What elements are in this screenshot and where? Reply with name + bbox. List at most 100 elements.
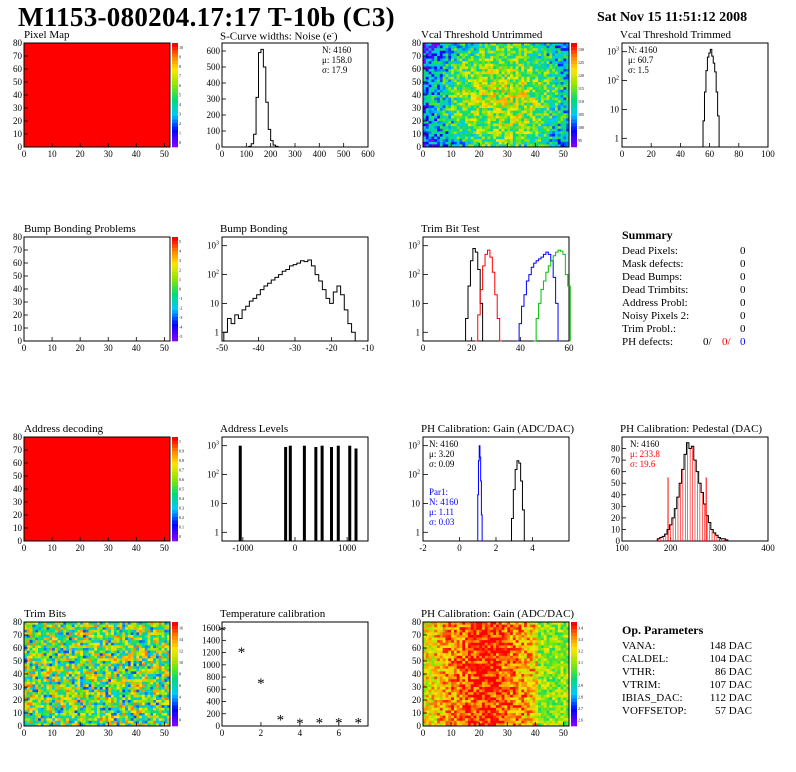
scurve-title-text: S-Curve widths: Noise (e [220, 30, 332, 43]
summary-title: Summary [622, 228, 673, 242]
vcal-trimmed-xtick-label: 40 [676, 149, 686, 159]
ph-defects-label: PH defects: [622, 336, 674, 348]
vcal-trimmed-stat: μ: 60.7 [628, 55, 654, 65]
ph-gain-map-palette-label: 2.7 [578, 706, 583, 711]
bump-problems-ytick-label: 50 [13, 271, 23, 281]
ph-pedestal-ytick-label: 50 [611, 478, 621, 488]
op-param-label: IBIAS_DAC: [622, 692, 683, 704]
temperature-calibration-ytick-label: 800 [207, 672, 221, 682]
bump-problems-ytick-label: 10 [13, 323, 23, 333]
address-levels-bar [354, 448, 358, 541]
trim-bit-test-series-3 [533, 249, 571, 342]
address-decoding-ytick-label: 60 [13, 458, 23, 468]
vcal-untrimmed-xtick-label: 0 [421, 149, 426, 159]
address-decoding-ytick-label: 30 [13, 497, 23, 507]
trim-bit-test-series-0 [463, 247, 486, 342]
ph-gain-map-xtick-label: 20 [475, 728, 485, 738]
vcal-trimmed-title: Vcal Threshold Trimmed [620, 29, 731, 41]
ph-gain-stat: σ: 0.03 [429, 517, 455, 527]
address-levels-ytick-label: 1 [215, 527, 220, 537]
temperature-calibration-ytick-label: 1600 [202, 623, 221, 633]
ph-gain-map-palette-label: 2.9 [578, 683, 583, 688]
ph-gain-map-palette: 3.4 3.3 3.2 3.1 3 2.9 2.8 2.7 2.6 [571, 622, 583, 727]
address-levels-chart: -1000 0 1000 1 10 102 103 [207, 436, 369, 553]
ph-pedestal-ytick-label: 10 [611, 524, 621, 534]
trim-bits-ytick-label: 30 [13, 682, 23, 692]
pixel-map-palette-label: 8 [179, 64, 181, 69]
address-decoding-title: Address decoding [24, 423, 103, 435]
scurve-hist [246, 48, 281, 148]
trim-bit-test-series-1 [475, 249, 503, 342]
vcal-trimmed-ytick-label: 1 [615, 133, 620, 143]
ph-gain-map-ytick-label: 50 [412, 656, 422, 666]
address-levels-bar [336, 445, 340, 541]
pixel-map-palette-label: 6 [179, 83, 181, 88]
vcal-untrimmed-ytick-label: 60 [412, 64, 422, 74]
temperature-calibration-xtick-label: 4 [298, 728, 303, 738]
trim-bits-palette-label: 4 [179, 695, 181, 700]
address-levels-ytick-label: 10 [210, 498, 220, 508]
ph-pedestal-title-text: PH Calibration: Pedestal (DAC) [620, 423, 763, 435]
trim-bit-test-chart: 0 20 40 60 1 10 102 103 [408, 236, 574, 353]
address-decoding-palette-label: 1 [179, 439, 181, 444]
pixel-map-fill [24, 43, 170, 147]
trim-bit-test-title-text: Trim Bit Test [421, 223, 480, 235]
bump-problems-xtick-label: 50 [160, 343, 170, 353]
ph-gain-ytick-label: 102 [408, 470, 420, 480]
trim-bits-ytick-label: 20 [13, 695, 23, 705]
ph-gain-series-0 [509, 460, 527, 542]
vcal-untrimmed-ytick-label: 80 [412, 39, 422, 48]
vcal-trimmed-frame [621, 42, 769, 148]
bump-problems-xtick-label: 20 [76, 343, 86, 353]
ph-gain-stat: σ: 0.09 [429, 459, 455, 469]
address-levels-bar [348, 445, 352, 541]
address-decoding-ytick-label: 20 [13, 510, 23, 520]
address-levels-frame [221, 436, 369, 542]
bump-problems-palette-label: -3 [179, 315, 182, 320]
address-levels-bar [320, 445, 324, 541]
pixel-map-ytick-label: 60 [13, 64, 23, 74]
summary-value: 0 [740, 271, 746, 283]
ph-pedestal-ytick-label: 0 [616, 536, 621, 546]
op-param-value: 107 DAC [709, 679, 752, 691]
temperature-calibration-frame [221, 621, 369, 727]
trim-bit-test-title: Trim Bit Test [421, 223, 480, 235]
ph-gain-stat: μ: 3.20 [429, 449, 455, 459]
bump-problems-palette-label: 4 [179, 249, 181, 254]
trim-bits-ytick-label: 40 [13, 669, 23, 679]
address-decoding-palette: 1 0.9 0.8 0.7 0.6 0.5 0.4 0.3 0.2 0.1 0 [172, 437, 184, 542]
op-param-label: VTHR: [622, 666, 655, 678]
summary-label: Dead Bumps: [622, 271, 683, 283]
bump-bonding-ytick-label: 103 [207, 241, 219, 251]
vcal-untrimmed-palette-label: 130 [578, 47, 584, 52]
op-param-label: VANA: [622, 640, 656, 652]
bump-problems-palette-label: 1 [179, 277, 181, 282]
temperature-calibration-point: * [355, 716, 363, 732]
pixel-map-palette-label: 1 [179, 130, 181, 135]
bump-problems-palette-label: -1 [179, 296, 182, 301]
pixel-map-xtick-label: 40 [132, 149, 142, 159]
trim-bits-palette-label: 6 [179, 683, 181, 688]
bump-bonding-title-text: Bump Bonding [220, 223, 288, 235]
trim-bits-ytick-label: 0 [18, 721, 23, 731]
bump-bonding-xtick-label: -20 [326, 343, 338, 353]
trim-bits-title-text: Trim Bits [24, 608, 67, 620]
trim-bits-title: Trim Bits [24, 608, 66, 620]
address-levels-ytick-label: 102 [207, 470, 219, 480]
address-decoding-xtick-label: 0 [22, 543, 27, 553]
pixel-map-ytick-label: 10 [13, 129, 23, 139]
ph-gain-map-title: PH Calibration: Gain (ADC/DAC) [421, 608, 574, 620]
scurve-stat: σ: 17.9 [322, 65, 348, 75]
timestamp: Sat Nov 15 11:51:12 2008 [597, 10, 748, 25]
pixel-map-ytick-label: 20 [13, 116, 23, 126]
pixel-map-palette-label: 2 [179, 121, 181, 126]
bump-bonding-chart: -50 -40 -30 -20 -10 1 10 102 103 [207, 236, 374, 353]
address-decoding-ytick-label: 70 [13, 445, 23, 455]
vcal-untrimmed-palette-label: 100 [578, 125, 584, 130]
pixel-map-xtick-label: 50 [160, 149, 170, 159]
ph-pedestal-xtick-label: 400 [761, 543, 775, 553]
